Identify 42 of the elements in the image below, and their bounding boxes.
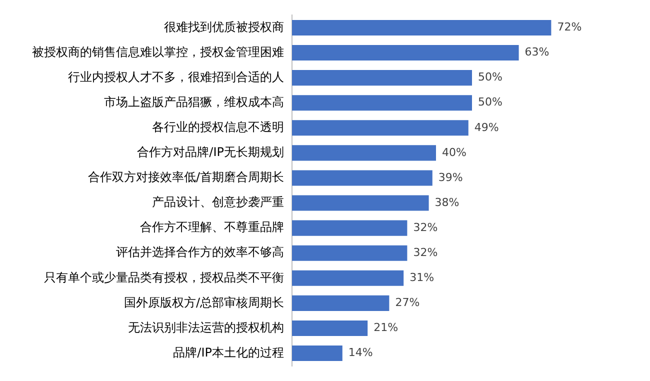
data-label: 72% — [557, 20, 582, 34]
y-tick-label: 国外原版权方/总部审核周期长 — [124, 295, 284, 310]
y-tick-label: 产品设计、创意抄袭严重 — [152, 195, 284, 210]
data-label: 32% — [413, 246, 438, 259]
bar — [292, 45, 519, 61]
y-tick-label: 评估并选择合作方的效率不够高 — [116, 245, 284, 260]
bar — [292, 20, 552, 36]
data-label: 39% — [438, 170, 463, 184]
y-tick-label: 市场上盗版产品猖獗，维权成本高 — [104, 94, 284, 109]
bar — [292, 95, 472, 111]
bar — [292, 295, 390, 311]
data-label: 31% — [410, 271, 434, 284]
data-label: 63% — [524, 46, 550, 59]
bar — [292, 270, 404, 286]
bar — [292, 195, 429, 211]
data-label: 32% — [413, 220, 438, 234]
y-tick-label: 合作方不理解、不尊重品牌 — [140, 220, 284, 234]
y-tick-label: 被授权商的销售信息难以掌控，授权金管理困难 — [32, 44, 284, 59]
y-tick-label: 品牌/IP本土化的过程 — [173, 345, 284, 360]
bar — [292, 70, 472, 86]
data-label: 40% — [442, 146, 466, 159]
y-tick-label: 各行业的授权信息不透明 — [152, 120, 284, 134]
data-label: 38% — [434, 196, 460, 209]
bar — [292, 120, 468, 136]
data-label: 21% — [374, 321, 398, 334]
y-tick-label: 行业内授权人才不多，很难招到合适的人 — [68, 70, 284, 84]
y-tick-label: 只有单个或少量品类有授权，授权品类不平衡 — [44, 270, 284, 284]
data-label: 50% — [478, 96, 502, 109]
y-tick-label: 合作方对品牌/IP无长期规划 — [137, 145, 284, 160]
bar — [292, 245, 408, 261]
data-label: 49% — [474, 120, 499, 134]
bar — [292, 170, 432, 186]
bar — [292, 220, 408, 236]
data-label: 14% — [348, 346, 373, 360]
data-label: 50% — [478, 70, 502, 84]
y-tick-label: 很难找到优质被授权商 — [164, 20, 284, 34]
bar — [292, 346, 342, 362]
data-label: 27% — [395, 296, 420, 310]
y-tick-label: 合作双方对接效率低/首期磨合周期长 — [88, 170, 284, 184]
bar — [292, 145, 436, 161]
bar — [292, 320, 368, 336]
y-tick-label: 无法识别非法运营的授权机构 — [128, 320, 284, 334]
